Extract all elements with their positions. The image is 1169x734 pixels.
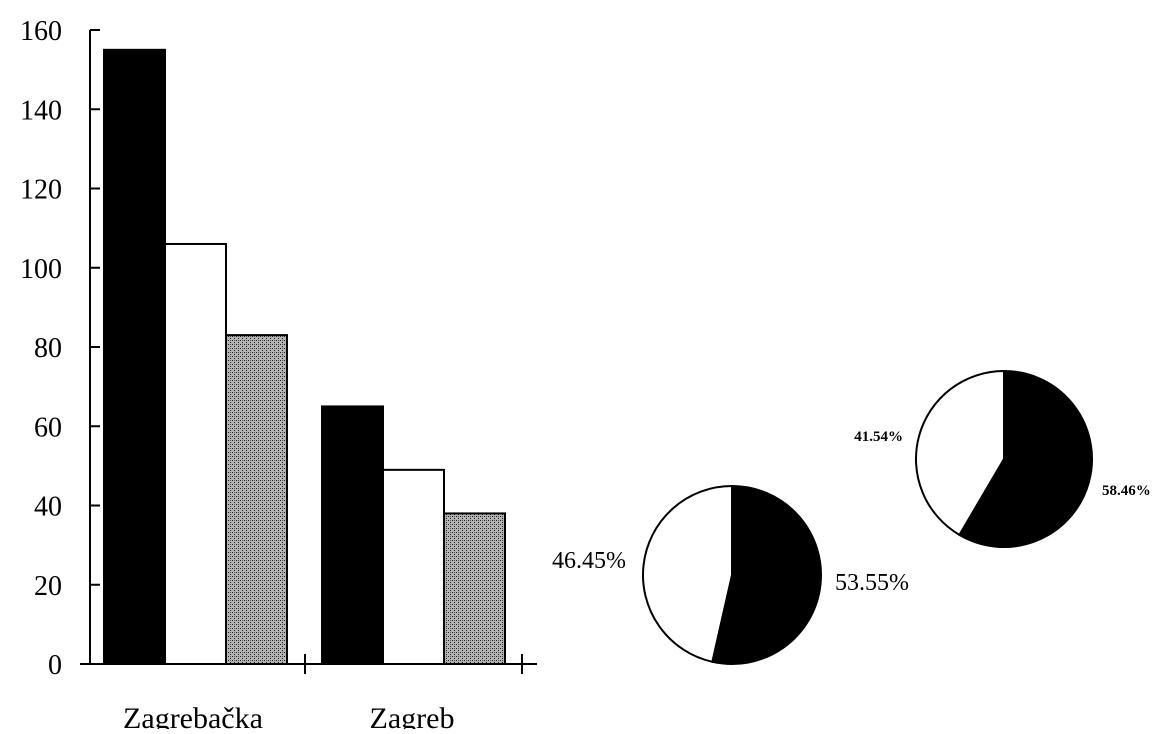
y-tick-label: 100 [20, 254, 62, 285]
bar-2-series-2 [382, 468, 445, 665]
y-tick-label: 80 [34, 333, 62, 364]
y-tick-label: 40 [34, 492, 62, 523]
pie-1-slice-2 [642, 484, 733, 663]
pie-2-slice-label: 41.54% [854, 429, 903, 445]
bar-2-series-3 [443, 512, 506, 665]
y-ticks-group: 0 20 40 60 80 100 120 140 160 [20, 16, 100, 681]
pie-chart-2: 58.46% 41.54% [854, 369, 1151, 548]
pie-2-slice-1 [958, 369, 1093, 548]
bars-group [103, 48, 506, 665]
y-tick-label: 160 [20, 16, 62, 47]
category-label: Zagreb [370, 702, 455, 729]
y-tick-label: 20 [34, 571, 62, 602]
pie-1-slice-label: 46.45% [552, 548, 626, 574]
pie-chart-1: 53.55% 46.45% [552, 484, 909, 665]
pie-1-slice-1 [711, 484, 822, 665]
y-tick-label: 0 [48, 650, 62, 681]
y-tick-label: 140 [20, 95, 62, 126]
bar-chart: 0 20 40 60 80 100 120 140 160 Zagrebačka Zagreb [20, 16, 537, 734]
pie-2-slice-label: 58.46% [1102, 483, 1151, 499]
pie-1-slice-label: 53.55% [835, 570, 909, 596]
category-label: Zagrebačka [123, 702, 263, 729]
y-tick-label: 60 [34, 412, 62, 443]
bar-1-series-3 [225, 334, 288, 665]
pie-2-slice-2 [915, 369, 1005, 537]
bar-2-series-1 [321, 405, 384, 665]
bar-1-series-2 [164, 242, 227, 665]
category-labels-group: Zagrebačka Zagreb [123, 702, 455, 734]
y-tick-label: 120 [20, 175, 62, 206]
x-ticks-group [304, 654, 523, 674]
bar-1-series-1 [103, 48, 166, 665]
